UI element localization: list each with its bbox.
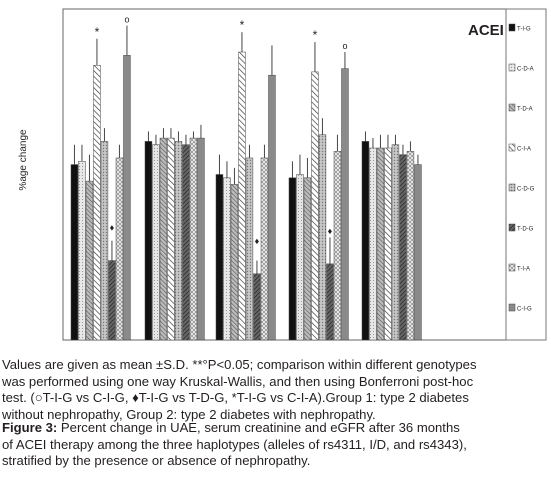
bar-T-D-A-group-2 <box>159 137 168 341</box>
bar-C-D-G-group-1 <box>100 141 109 341</box>
bar-C-I-A-group-3 <box>238 51 246 341</box>
significance-marker-6: * <box>313 28 318 42</box>
caption-line-2: of ACEI therapy among the three haplotyp… <box>2 436 467 452</box>
bar-C-I-G-group-1 <box>123 55 131 341</box>
notes-line-4: without nephropathy, Group 2: type 2 dia… <box>2 406 376 422</box>
bar-T-D-G-group-3 <box>253 273 261 341</box>
chart-title: ACEI <box>468 22 504 39</box>
bar-C-D-A-group-2 <box>152 144 160 341</box>
caption-line-1: Percent change in UAE, serum creatinine … <box>57 420 460 435</box>
bar-C-D-A-group-3 <box>223 177 231 341</box>
legend-label-C-I-A: C-I-A <box>517 147 531 153</box>
bar-C-I-G-group-4 <box>341 68 349 341</box>
bar-T-D-G-group-2 <box>182 144 190 341</box>
bar-T-D-G-group-1 <box>108 260 116 341</box>
bar-C-D-G-group-2 <box>174 141 183 341</box>
notes-line-1: Values are given as mean ±S.D. **°P<0.05… <box>2 357 477 372</box>
bar-C-I-A-group-1 <box>93 65 101 341</box>
legend-label-C-D-G: C-D-G <box>517 187 535 193</box>
bar-T-D-G-group-4 <box>326 263 334 341</box>
legend-label-T-D-A: T-D-A <box>517 107 533 113</box>
chart-notes: Values are given as mean ±S.D. **°P<0.05… <box>2 357 549 423</box>
legend-swatch-C-D-A <box>508 63 516 72</box>
caption-line-3: stratified by the presence or absence of… <box>2 453 311 469</box>
bar-T-D-A-group-1 <box>85 180 94 341</box>
bar-T-I-A-group-2 <box>189 137 198 341</box>
bar-T-D-G-group-5 <box>399 154 407 341</box>
legend-label-T-D-G: T-D-G <box>517 227 534 233</box>
figure-label: Figure 3: <box>2 420 58 435</box>
bar-C-D-G-group-3 <box>245 157 254 341</box>
legend-label-C-D-A: C-D-A <box>517 67 534 73</box>
bar-C-I-G-group-2 <box>197 137 205 341</box>
significance-marker-3: ♦ <box>110 223 115 233</box>
bar-C-I-G-group-3 <box>268 74 276 341</box>
significance-marker-4: * <box>240 18 245 32</box>
bar-T-D-A-group-4 <box>303 177 312 341</box>
bar-T-I-A-group-1 <box>115 157 124 341</box>
legend-swatch-C-I-G <box>508 303 516 312</box>
bar-C-I-A-group-5 <box>384 147 392 341</box>
legend-swatch-T-I-G <box>508 23 516 32</box>
bar-C-I-A-group-2 <box>167 137 175 341</box>
bar-T-I-G-group-3 <box>215 174 224 341</box>
legend-swatch-T-D-G <box>508 223 516 232</box>
bar-C-D-A-group-5 <box>369 147 377 341</box>
significance-marker-1: * <box>95 25 100 39</box>
significance-marker-8: ♦ <box>328 226 333 236</box>
legend-label-C-I-G: C-I-G <box>517 307 532 313</box>
legend-swatch-T-D-A <box>508 103 516 112</box>
bar-C-D-A-group-1 <box>78 161 86 341</box>
legend-swatch-C-I-A <box>508 143 516 152</box>
bar-T-I-A-group-5 <box>406 151 415 341</box>
bar-T-I-A-group-3 <box>260 157 269 341</box>
figure-caption: Figure 3: Percent change in UAE, serum c… <box>2 420 549 470</box>
bar-T-I-G-group-1 <box>70 164 79 341</box>
legend-label-T-I-A: T-I-A <box>517 267 530 273</box>
bar-T-I-G-group-4 <box>288 177 297 341</box>
chart: ACEI %age change * o ♦ * ♦ * o ♦ T-I-G C-D-A T-D-… <box>18 8 547 341</box>
plot-frame <box>62 8 507 341</box>
legend-frame <box>505 8 547 341</box>
bar-C-D-G-group-5 <box>391 144 400 341</box>
legend-label-T-I-G: T-I-G <box>517 27 531 33</box>
legend-swatch-T-I-A <box>508 263 516 272</box>
significance-marker-5: ♦ <box>255 236 260 246</box>
bar-C-D-A-group-4 <box>296 174 304 341</box>
bar-C-I-G-group-5 <box>414 164 422 341</box>
bar-T-I-G-group-5 <box>361 141 370 341</box>
bar-T-I-A-group-4 <box>333 151 342 341</box>
significance-marker-7: o <box>342 41 347 51</box>
notes-line-2: was performed using one way Kruskal-Wall… <box>2 373 474 389</box>
bar-C-D-G-group-4 <box>318 134 327 341</box>
bar-T-D-A-group-5 <box>376 147 385 341</box>
y-axis-label: %age change <box>18 129 29 191</box>
significance-marker-2: o <box>124 15 129 25</box>
bar-T-D-A-group-3 <box>230 184 239 341</box>
bar-C-I-A-group-4 <box>311 71 319 341</box>
bar-T-I-G-group-2 <box>144 141 153 341</box>
legend-swatch-C-D-G <box>508 183 516 192</box>
notes-line-3: test. (○T-I-G vs C-I-G, ♦T-I-G vs T-D-G,… <box>2 390 469 406</box>
